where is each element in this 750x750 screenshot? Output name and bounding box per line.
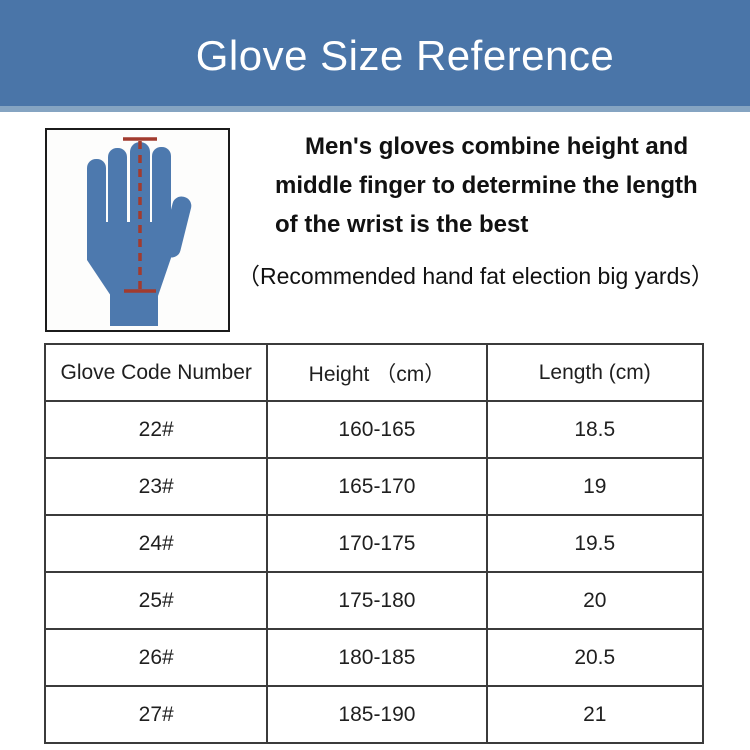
cell-length: 18.5 (485, 400, 704, 459)
cell-code: 22# (43, 400, 269, 459)
cell-height: 185-190 (266, 685, 488, 744)
size-recommendation-note: （Recommended hand fat election big yards… (237, 263, 714, 289)
cell-height: 180-185 (266, 628, 488, 687)
cell-length: 19.5 (485, 514, 704, 573)
cell-code: 26# (43, 628, 269, 687)
hand-measurement-icon (87, 137, 192, 326)
table-row: 24# 170-175 19.5 (43, 514, 704, 573)
intro-line: middle finger to determine the length (275, 172, 698, 199)
glove-hand-shape (87, 142, 192, 326)
table-row: 27# 185-190 21 (43, 685, 704, 744)
cell-height: 170-175 (266, 514, 488, 573)
page-title: Glove Size Reference (195, 32, 615, 79)
table-header-row: Glove Code Number Height （cm） Length (cm… (43, 343, 704, 402)
cell-height: 165-170 (266, 457, 488, 516)
cell-length: 20.5 (485, 628, 704, 687)
hand-diagram-box (45, 128, 230, 332)
header-banner: Glove Size Reference (0, 0, 750, 112)
col-header-length: Length (cm) (485, 343, 704, 402)
cell-code: 25# (43, 571, 269, 630)
col-header-height: Height （cm） (266, 343, 488, 402)
measurement-line (123, 137, 157, 293)
cell-code: 27# (43, 685, 269, 744)
table-row: 22# 160-165 18.5 (43, 400, 704, 459)
intro-text: Men's gloves combine height and middle f… (275, 127, 735, 244)
table-row: 23# 165-170 19 (43, 457, 704, 516)
cell-length: 20 (485, 571, 704, 630)
table-row: 25# 175-180 20 (43, 571, 704, 630)
cell-length: 21 (485, 685, 704, 744)
cell-height: 160-165 (266, 400, 488, 459)
size-table: Glove Code Number Height （cm） Length (cm… (43, 343, 704, 744)
cell-code: 24# (43, 514, 269, 573)
intro-line: Men's gloves combine height and (305, 133, 689, 160)
table-row: 26# 180-185 20.5 (43, 628, 704, 687)
cell-height: 175-180 (266, 571, 488, 630)
intro-line: of the wrist is the best (275, 211, 529, 238)
cell-code: 23# (43, 457, 269, 516)
cell-length: 19 (485, 457, 704, 516)
col-header-glove-code: Glove Code Number (43, 343, 269, 402)
